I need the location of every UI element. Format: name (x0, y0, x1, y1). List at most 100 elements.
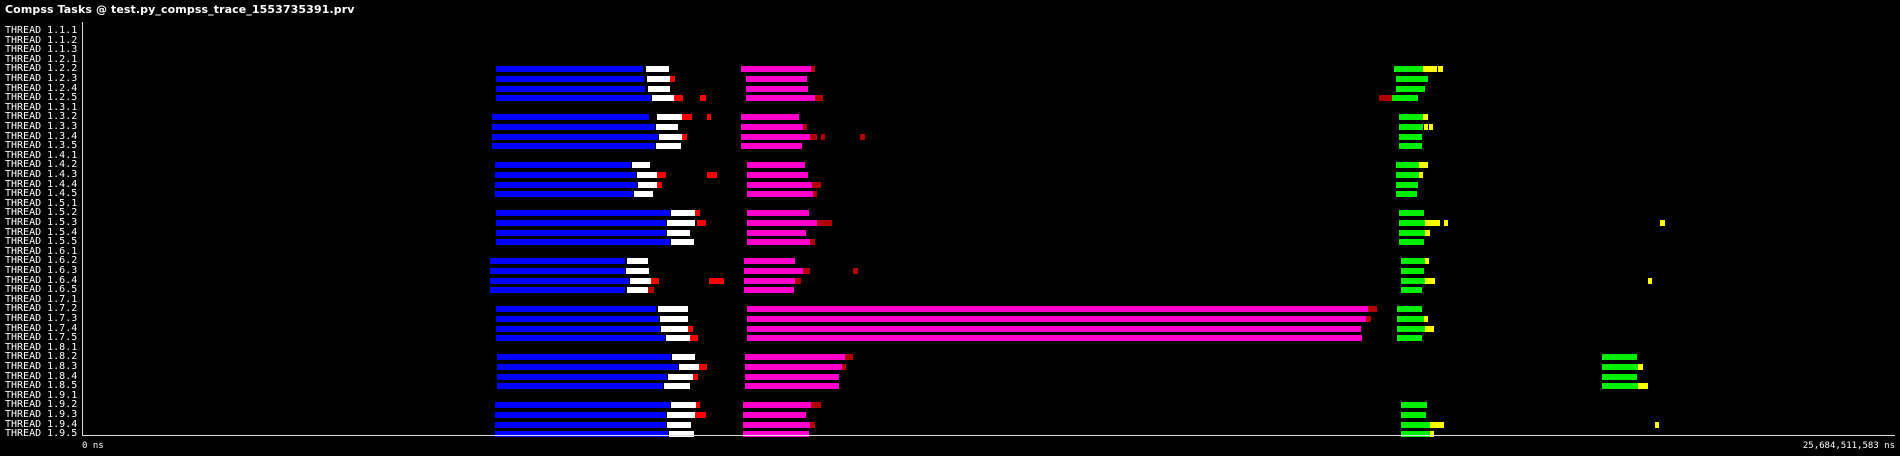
task-segment-white[interactable] (652, 95, 674, 102)
task-segment-green[interactable] (1399, 133, 1422, 140)
task-segment-magenta[interactable] (741, 114, 799, 121)
task-segment-blue[interactable] (496, 306, 656, 313)
task-segment-red[interactable] (695, 210, 700, 217)
task-segment-white[interactable] (667, 229, 690, 236)
task-segment-green[interactable] (1397, 316, 1424, 322)
task-segment-green[interactable] (1396, 85, 1425, 92)
task-segment-magenta[interactable] (747, 325, 1361, 332)
task-segment-blue[interactable] (492, 124, 655, 130)
task-segment-darkred[interactable] (648, 287, 654, 294)
task-segment-darkred[interactable] (842, 364, 846, 370)
task-segment-blue[interactable] (495, 181, 637, 188)
task-segment-magenta[interactable] (745, 383, 839, 390)
task-segment-blue[interactable] (497, 354, 671, 361)
task-segment-magenta[interactable] (747, 306, 1368, 313)
task-segment-yellow[interactable] (1423, 66, 1437, 73)
task-segment-magenta[interactable] (741, 124, 803, 130)
task-segment-green[interactable] (1399, 124, 1423, 130)
task-segment-red[interactable] (682, 133, 687, 140)
task-segment-magenta[interactable] (741, 143, 802, 150)
task-segment-blue[interactable] (495, 162, 631, 169)
task-segment-yellow[interactable] (1423, 114, 1428, 121)
task-segment-darkred[interactable] (1379, 95, 1392, 102)
task-segment-green[interactable] (1399, 210, 1424, 217)
task-segment-blue[interactable] (490, 277, 629, 284)
task-segment-yellow[interactable] (1655, 421, 1659, 428)
task-segment-green[interactable] (1401, 402, 1427, 409)
task-segment-yellow[interactable] (1638, 383, 1648, 390)
task-segment-blue[interactable] (497, 383, 663, 390)
task-segment-green[interactable] (1401, 421, 1430, 428)
task-segment-red[interactable] (693, 373, 698, 380)
task-segment-white[interactable] (668, 373, 693, 380)
task-segment-white[interactable] (679, 364, 699, 370)
task-segment-yellow[interactable] (1419, 172, 1423, 178)
task-segment-magenta[interactable] (745, 373, 839, 380)
task-segment-blue[interactable] (496, 85, 645, 92)
task-segment-yellow[interactable] (1444, 220, 1448, 226)
task-segment-green[interactable] (1399, 114, 1423, 121)
task-segment-white[interactable] (671, 239, 694, 246)
task-segment-green[interactable] (1401, 287, 1422, 294)
task-segment-yellow[interactable] (1425, 325, 1434, 332)
task-segment-magenta[interactable] (741, 133, 810, 140)
task-segment-white[interactable] (658, 306, 688, 313)
task-segment-magenta[interactable] (747, 335, 1362, 342)
task-segment-white[interactable] (664, 383, 690, 390)
task-segment-white[interactable] (660, 316, 688, 322)
task-segment-blue[interactable] (495, 431, 668, 438)
task-segment-yellow[interactable] (1430, 421, 1444, 428)
task-segment-green[interactable] (1396, 191, 1417, 198)
task-segment-white[interactable] (626, 268, 649, 274)
task-segment-yellow[interactable] (1425, 277, 1435, 284)
task-segment-white[interactable] (667, 412, 695, 418)
task-segment-darkred[interactable] (817, 220, 832, 226)
task-segment-magenta[interactable] (747, 316, 1366, 322)
task-segment-darkred[interactable] (812, 181, 821, 188)
task-segment-yellow[interactable] (1425, 258, 1429, 265)
task-segment-magenta[interactable] (746, 95, 815, 102)
task-segment-darkred[interactable] (811, 402, 821, 409)
task-segment-green[interactable] (1392, 95, 1418, 102)
task-segment-blue[interactable] (492, 143, 655, 150)
task-segment-white[interactable] (669, 431, 694, 438)
task-segment-yellow[interactable] (1425, 220, 1440, 226)
task-segment-green[interactable] (1602, 383, 1638, 390)
task-segment-blue[interactable] (496, 220, 666, 226)
task-segment-blue[interactable] (496, 239, 670, 246)
task-segment-yellow[interactable] (1425, 229, 1430, 236)
task-segment-blue[interactable] (495, 412, 666, 418)
task-segment-red[interactable] (707, 114, 711, 121)
task-segment-green[interactable] (1401, 412, 1426, 418)
task-segment-darkred[interactable] (810, 133, 817, 140)
task-segment-darkred[interactable] (821, 133, 825, 140)
task-segment-red[interactable] (688, 325, 693, 332)
task-segment-green[interactable] (1399, 143, 1422, 150)
task-segment-blue[interactable] (497, 373, 667, 380)
task-segment-red[interactable] (682, 114, 692, 121)
task-segment-magenta[interactable] (747, 210, 809, 217)
task-segment-blue[interactable] (495, 191, 633, 198)
task-segment-white[interactable] (667, 220, 695, 226)
task-segment-red[interactable] (651, 277, 659, 284)
task-segment-white[interactable] (672, 354, 695, 361)
task-segment-darkred[interactable] (1368, 306, 1377, 313)
task-segment-white[interactable] (667, 421, 691, 428)
task-segment-red[interactable] (709, 277, 724, 284)
task-segment-green[interactable] (1602, 364, 1638, 370)
task-segment-yellow[interactable] (1424, 124, 1428, 130)
task-segment-green[interactable] (1396, 181, 1418, 188)
task-segment-white[interactable] (627, 258, 648, 265)
task-segment-darkred[interactable] (810, 421, 815, 428)
task-segment-yellow[interactable] (1430, 431, 1434, 438)
task-segment-white[interactable] (666, 335, 690, 342)
task-segment-white[interactable] (648, 85, 670, 92)
task-segment-green[interactable] (1396, 162, 1419, 169)
task-segment-magenta[interactable] (743, 402, 811, 409)
task-segment-magenta[interactable] (747, 181, 812, 188)
task-segment-blue[interactable] (497, 364, 678, 370)
task-segment-white[interactable] (671, 402, 696, 409)
task-segment-darkred[interactable] (860, 133, 865, 140)
task-segment-white[interactable] (630, 277, 651, 284)
task-segment-white[interactable] (659, 133, 682, 140)
